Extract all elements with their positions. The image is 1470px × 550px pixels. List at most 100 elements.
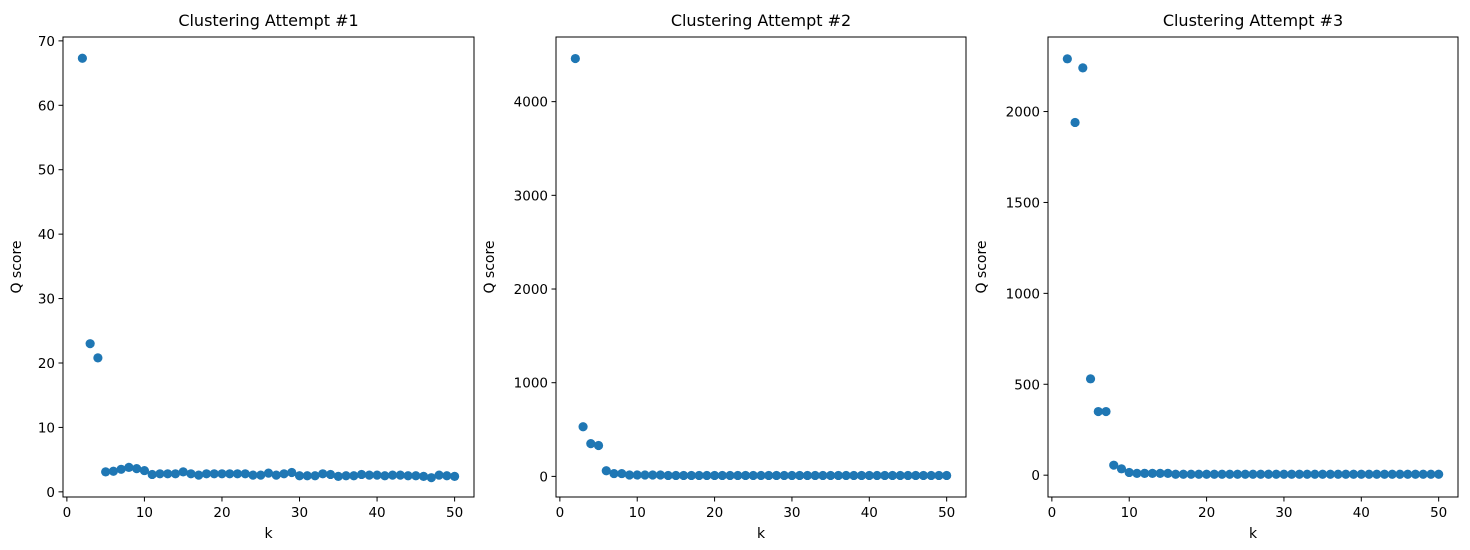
data-point	[356, 469, 367, 480]
data-point	[271, 470, 281, 480]
x-axis-label: k	[1249, 526, 1258, 542]
data-point	[209, 469, 219, 479]
data-point	[139, 465, 150, 476]
x-tick-label: 30	[291, 505, 308, 521]
x-tick-label: 30	[783, 505, 800, 521]
data-point	[903, 470, 913, 481]
data-point	[1232, 469, 1243, 479]
data-point	[1356, 469, 1366, 479]
data-point	[186, 469, 196, 479]
data-point	[740, 470, 751, 481]
data-point	[733, 470, 743, 481]
y-tick-label: 0	[1031, 468, 1040, 484]
data-point	[679, 470, 689, 481]
data-point	[1093, 406, 1103, 417]
data-point	[248, 470, 258, 480]
data-point	[1140, 468, 1150, 478]
data-point	[601, 466, 611, 476]
y-tick-label: 1000	[1006, 286, 1040, 302]
y-tick-label: 0	[539, 469, 548, 485]
data-point	[1364, 469, 1374, 479]
data-point	[756, 470, 766, 481]
data-point	[1194, 469, 1204, 479]
data-point	[124, 462, 134, 472]
data-point	[387, 470, 398, 480]
data-point	[1271, 469, 1281, 479]
data-point	[586, 438, 596, 449]
data-point	[1201, 469, 1212, 479]
data-point	[926, 470, 936, 481]
data-point	[325, 469, 336, 480]
data-point	[380, 471, 390, 481]
data-point	[818, 470, 828, 481]
data-point	[1155, 468, 1165, 478]
x-axis-label: k	[757, 526, 766, 542]
data-point	[787, 470, 797, 481]
x-tick-label: 20	[213, 505, 230, 521]
data-point	[771, 470, 782, 481]
data-point	[609, 468, 619, 479]
data-point	[163, 469, 173, 479]
data-point	[1171, 469, 1181, 479]
data-point	[1348, 469, 1359, 479]
data-point	[116, 464, 126, 474]
data-point	[795, 470, 805, 481]
data-point	[240, 469, 250, 479]
data-point	[1116, 464, 1127, 474]
data-point	[1333, 469, 1343, 479]
data-point	[364, 470, 374, 480]
data-point	[686, 470, 696, 481]
data-point	[426, 473, 436, 483]
data-point	[1426, 469, 1436, 479]
plot-frame	[62, 36, 475, 498]
y-axis-label: Q score	[9, 240, 25, 293]
y-axis-label: Q score	[974, 240, 990, 293]
data-point	[1178, 469, 1188, 479]
data-point	[1403, 469, 1413, 479]
data-point	[372, 470, 382, 480]
data-point	[655, 470, 666, 480]
data-point	[395, 470, 405, 480]
data-point	[887, 470, 898, 481]
x-tick-label: 50	[938, 505, 955, 521]
data-point	[1070, 117, 1080, 128]
y-tick-label: 20	[38, 356, 55, 372]
data-point	[1287, 469, 1297, 479]
data-point	[640, 470, 650, 480]
data-point	[1387, 469, 1397, 479]
y-tick-label: 2000	[1006, 105, 1040, 121]
chart-panel-2: Clustering Attempt #2 0 10 20 30 40 50 0 1000 200…	[482, 11, 967, 542]
x-tick-label: 0	[1048, 505, 1057, 521]
data-point	[442, 471, 452, 481]
data-point	[318, 469, 328, 479]
data-point	[872, 470, 882, 481]
y-axis-label: Q score	[482, 240, 498, 293]
data-point	[1225, 469, 1235, 479]
y-tick-label: 3000	[514, 188, 548, 204]
data-point	[648, 470, 658, 480]
data-point	[934, 470, 944, 481]
data-point	[287, 467, 297, 478]
data-point	[942, 470, 952, 481]
data-point	[671, 470, 681, 481]
data-point	[1294, 469, 1305, 479]
chart-title: Clustering Attempt #3	[1163, 11, 1343, 30]
y-tick-label: 2000	[514, 282, 548, 298]
data-point	[403, 471, 413, 481]
x-tick-label: 50	[446, 505, 463, 521]
x-axis-label: k	[264, 526, 273, 542]
x-tick-label: 40	[368, 505, 385, 521]
chart-title: Clustering Attempt #1	[178, 11, 358, 30]
data-point	[170, 469, 181, 479]
y-tick-label: 40	[38, 227, 55, 243]
data-point	[895, 470, 905, 481]
chart-panel-1: Clustering Attempt #1 0 10 20 30 40 50 0 10 20 30 4…	[9, 11, 475, 542]
data-point	[341, 471, 351, 481]
x-tick-label: 20	[706, 505, 723, 521]
data-point	[593, 440, 604, 451]
data-point	[764, 470, 774, 481]
y-tick-label: 30	[38, 292, 55, 308]
data-point	[864, 470, 874, 481]
x-tick-label: 20	[1198, 505, 1215, 521]
